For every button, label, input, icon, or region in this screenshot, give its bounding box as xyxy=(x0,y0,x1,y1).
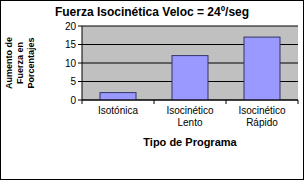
tick-mark xyxy=(78,26,82,27)
y-axis-label: Aumento deFuerza enPorcentajes xyxy=(4,37,36,89)
x-tick xyxy=(298,100,299,104)
x-tick xyxy=(226,100,227,104)
plot-area xyxy=(82,26,298,100)
bar xyxy=(244,37,280,100)
tick-mark xyxy=(78,81,82,82)
category-label: Isotónica xyxy=(98,105,138,116)
tick-label: 20 xyxy=(65,21,77,32)
x-tick xyxy=(154,100,155,104)
tick-label: 15 xyxy=(65,39,77,50)
label-line: Fuerza en xyxy=(15,42,25,84)
bar xyxy=(172,56,208,100)
tick-label: 10 xyxy=(65,58,77,69)
grid-line xyxy=(82,26,298,27)
tick-mark xyxy=(78,100,82,101)
label-line: Porcentajes xyxy=(26,37,36,88)
label-line: Rápido xyxy=(246,117,278,128)
title: Fuerza Isocinética Veloc = 24º/seg xyxy=(55,5,249,19)
tick-mark xyxy=(78,44,82,45)
category-label: IsocinéticoRápido xyxy=(238,105,286,128)
category-label: IsocinéticoLento xyxy=(166,105,214,128)
x-axis xyxy=(82,100,298,101)
tick-mark xyxy=(78,63,82,64)
grid-line xyxy=(82,100,298,101)
bar xyxy=(100,93,136,100)
label-line: Isocinético xyxy=(238,105,286,116)
chart: Fuerza Isocinética Veloc = 24º/seg 0 5 10 15… xyxy=(0,0,304,180)
tick-label: 5 xyxy=(70,76,76,87)
y-axis xyxy=(82,26,83,100)
label-line: Isocinético xyxy=(166,105,214,116)
tick-label: 0 xyxy=(70,95,76,106)
label-line: Aumento de xyxy=(4,37,14,89)
chart-border xyxy=(1,1,304,180)
label-line: Lento xyxy=(177,117,202,128)
x-axis-label: Tipo de Programa xyxy=(143,136,237,148)
x-tick xyxy=(82,100,83,104)
bars xyxy=(100,37,280,100)
